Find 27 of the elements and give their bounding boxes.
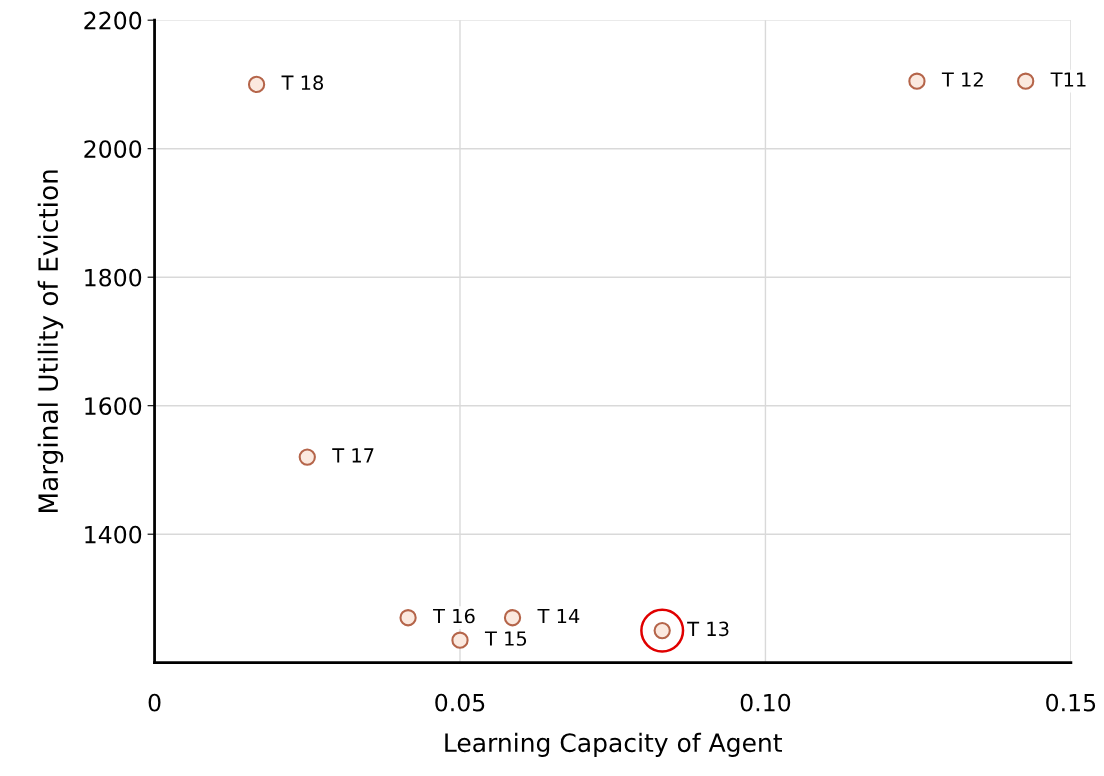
- annotation: T 17: [332, 448, 374, 463]
- y-axis-title: Marginal Utility of Eviction: [37, 170, 64, 513]
- x-tick-label: 0.10: [740, 693, 791, 712]
- annotation: T 13: [687, 621, 729, 637]
- x-tick-label: 0: [148, 693, 161, 712]
- annotation: T 18: [281, 75, 324, 91]
- x-tick-label: 0.05: [435, 693, 485, 712]
- point: [247, 75, 266, 94]
- annotation: T11: [1050, 72, 1086, 87]
- annotation: T 15: [484, 631, 527, 646]
- point: [451, 631, 469, 649]
- y-tick-label: 2000: [84, 140, 142, 158]
- y-tick-label: 1400: [85, 525, 142, 544]
- annotation: T 12: [941, 72, 983, 87]
- point: [908, 72, 926, 90]
- point: [503, 609, 522, 627]
- annotation: T 16: [433, 608, 475, 624]
- x-axis-title: Learning Capacity of Agent: [445, 732, 782, 757]
- y-tick-label: 1600: [85, 397, 142, 415]
- point: [640, 608, 685, 653]
- y-tick-label: 2200: [84, 11, 142, 30]
- x-tick-label: 0.15: [1046, 693, 1096, 712]
- point: [298, 448, 316, 466]
- point: [399, 609, 417, 627]
- y-tick-label: 1800: [85, 268, 142, 287]
- point: [1017, 72, 1035, 90]
- annotation: T 14: [537, 608, 580, 624]
